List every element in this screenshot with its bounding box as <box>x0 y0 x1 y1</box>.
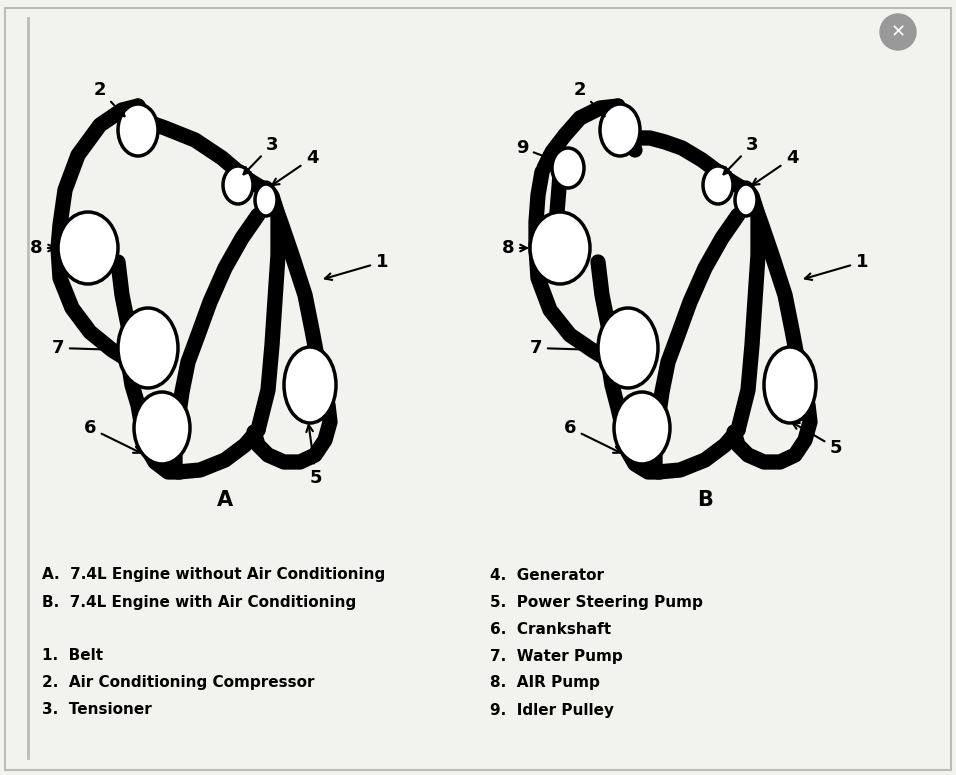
Text: 7.  Water Pump: 7. Water Pump <box>490 649 622 663</box>
Text: 4.  Generator: 4. Generator <box>490 567 604 583</box>
Text: 4: 4 <box>752 149 798 185</box>
Text: ✕: ✕ <box>890 23 905 41</box>
Text: 8.  AIR Pump: 8. AIR Pump <box>490 676 599 691</box>
Text: B: B <box>697 490 713 510</box>
Text: 2: 2 <box>574 81 604 116</box>
Ellipse shape <box>735 184 757 216</box>
Text: 5: 5 <box>306 425 322 487</box>
Text: 7: 7 <box>52 339 117 357</box>
Text: 8: 8 <box>502 239 527 257</box>
Ellipse shape <box>118 308 178 388</box>
Text: 9: 9 <box>515 139 549 159</box>
Ellipse shape <box>598 308 658 388</box>
Text: 7: 7 <box>530 339 595 357</box>
Ellipse shape <box>284 347 336 423</box>
Text: 1: 1 <box>805 253 868 280</box>
Ellipse shape <box>134 392 190 464</box>
Text: 5: 5 <box>793 422 842 457</box>
Ellipse shape <box>58 212 118 284</box>
Text: 8: 8 <box>30 239 54 257</box>
Ellipse shape <box>703 166 733 204</box>
Text: 2.  Air Conditioning Compressor: 2. Air Conditioning Compressor <box>42 676 315 691</box>
Circle shape <box>880 14 916 50</box>
Ellipse shape <box>614 392 670 464</box>
Text: 5.  Power Steering Pump: 5. Power Steering Pump <box>490 594 703 609</box>
Text: 6: 6 <box>84 419 141 453</box>
Text: A: A <box>217 490 233 510</box>
Ellipse shape <box>600 104 640 156</box>
Ellipse shape <box>552 148 584 188</box>
Text: 1: 1 <box>325 253 388 280</box>
Ellipse shape <box>223 166 253 204</box>
Text: 2: 2 <box>94 81 124 116</box>
Text: 3: 3 <box>724 136 758 174</box>
Text: A.  7.4L Engine without Air Conditioning: A. 7.4L Engine without Air Conditioning <box>42 567 385 583</box>
Text: 3: 3 <box>244 136 278 174</box>
Ellipse shape <box>118 104 158 156</box>
Text: 4: 4 <box>272 149 318 185</box>
Ellipse shape <box>255 184 277 216</box>
Ellipse shape <box>530 212 590 284</box>
Text: 9.  Idler Pulley: 9. Idler Pulley <box>490 702 614 718</box>
Text: B.  7.4L Engine with Air Conditioning: B. 7.4L Engine with Air Conditioning <box>42 594 357 609</box>
Text: 1.  Belt: 1. Belt <box>42 649 103 663</box>
Text: 6.  Crankshaft: 6. Crankshaft <box>490 622 611 636</box>
Text: 3.  Tensioner: 3. Tensioner <box>42 702 152 718</box>
Ellipse shape <box>764 347 816 423</box>
Text: 6: 6 <box>564 419 620 453</box>
